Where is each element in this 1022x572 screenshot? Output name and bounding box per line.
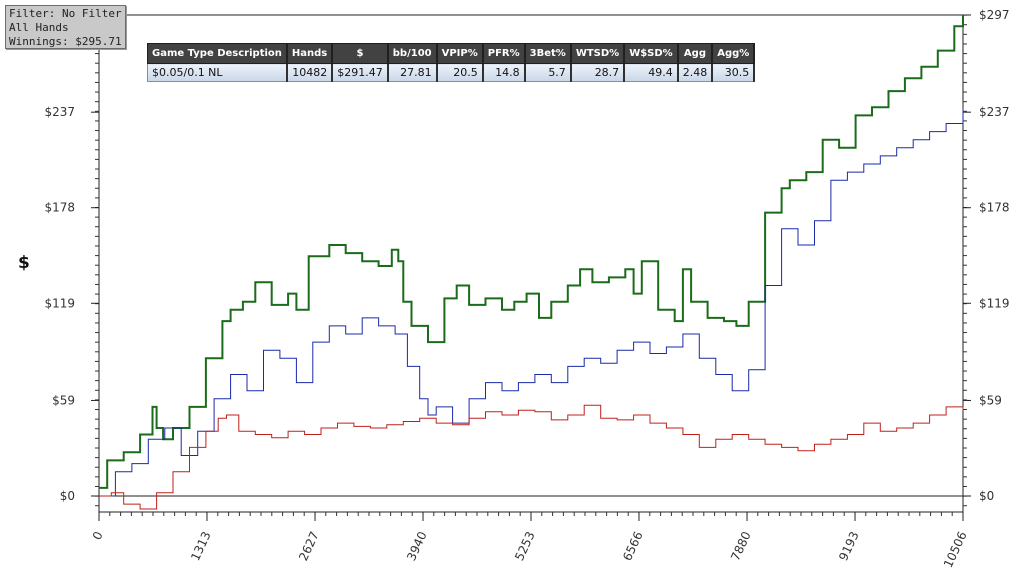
cell-game-type: $0.05/0.1 NL	[146, 63, 288, 82]
cell-dollars: $291.47	[331, 63, 389, 82]
x-tick-label: 0	[90, 529, 106, 542]
x-tick-label: 9193	[836, 529, 862, 563]
hands-line: All Hands	[9, 21, 69, 34]
y-tick-label-left: $237	[44, 105, 75, 119]
y-tick-label-left: $0	[60, 489, 75, 503]
stats-header-row: Game Type Description Hands $ bb/100 VPI…	[146, 43, 756, 64]
x-tick-label: 1313	[188, 529, 214, 563]
stats-table: Game Type Description Hands $ bb/100 VPI…	[146, 43, 756, 82]
series-line-2	[99, 107, 964, 497]
cell-wtsd: 28.7	[570, 63, 626, 82]
col-header-vpip[interactable]: VPIP%	[436, 43, 484, 64]
table-row[interactable]: $0.05/0.1 NL 10482 $291.47 27.81 20.5 14…	[146, 63, 756, 82]
y-tick-label-right: $59	[979, 393, 1002, 407]
col-header-agg-pct[interactable]: Agg%	[711, 43, 756, 64]
cell-wsd: 49.4	[623, 63, 679, 82]
cell-bb100: 27.81	[387, 63, 438, 82]
series-line-1	[99, 15, 964, 489]
cell-agg: 2.48	[677, 63, 714, 82]
x-tick-label: 6566	[620, 529, 646, 563]
x-tick-label: 7880	[728, 529, 754, 563]
x-tick-label: 10506	[941, 529, 970, 570]
col-header-wtsd[interactable]: WTSD%	[570, 43, 626, 64]
y-axis-label: $	[18, 253, 30, 273]
cell-3bet: 5.7	[524, 63, 572, 82]
col-header-dollars[interactable]: $	[331, 43, 389, 64]
y-tick-label-right: $178	[979, 201, 1010, 215]
chart-series	[99, 15, 964, 510]
cell-pfr: 14.8	[482, 63, 526, 82]
series-line-3	[99, 404, 964, 510]
col-header-hands[interactable]: Hands	[286, 43, 334, 64]
y-tick-label-left: $119	[44, 296, 75, 310]
y-tick-label-left: $59	[52, 393, 75, 407]
chart-axes	[98, 14, 964, 513]
y-tick-label-right: $297	[979, 8, 1010, 22]
filter-line: Filter: No Filter	[9, 7, 122, 20]
y-tick-label-right: $119	[979, 296, 1010, 310]
col-header-3bet[interactable]: 3Bet%	[524, 43, 572, 64]
col-header-game-type[interactable]: Game Type Description	[146, 43, 288, 64]
x-tick-label: 5253	[512, 529, 538, 563]
cell-hands: 10482	[286, 63, 334, 82]
filter-info-box: Filter: No Filter All Hands Winnings: $2…	[5, 5, 126, 49]
y-tick-label-left: $178	[44, 201, 75, 215]
col-header-agg[interactable]: Agg	[677, 43, 714, 64]
col-header-pfr[interactable]: PFR%	[482, 43, 526, 64]
chart-ticks: $0 $0 $59 $59 $119 $119 $178 $178 $237 $237 $297 $2…	[44, 8, 1009, 570]
y-tick-label-right: $237	[979, 105, 1010, 119]
cell-agg-pct: 30.5	[711, 63, 756, 82]
col-header-bb100[interactable]: bb/100	[387, 43, 438, 64]
y-tick-label-right: $0	[979, 489, 994, 503]
x-tick-label: 3940	[404, 529, 430, 563]
x-tick-label: 2627	[296, 529, 322, 563]
col-header-wsd[interactable]: W$SD%	[623, 43, 679, 64]
cell-vpip: 20.5	[436, 63, 484, 82]
winnings-line: Winnings: $295.71	[9, 35, 122, 48]
